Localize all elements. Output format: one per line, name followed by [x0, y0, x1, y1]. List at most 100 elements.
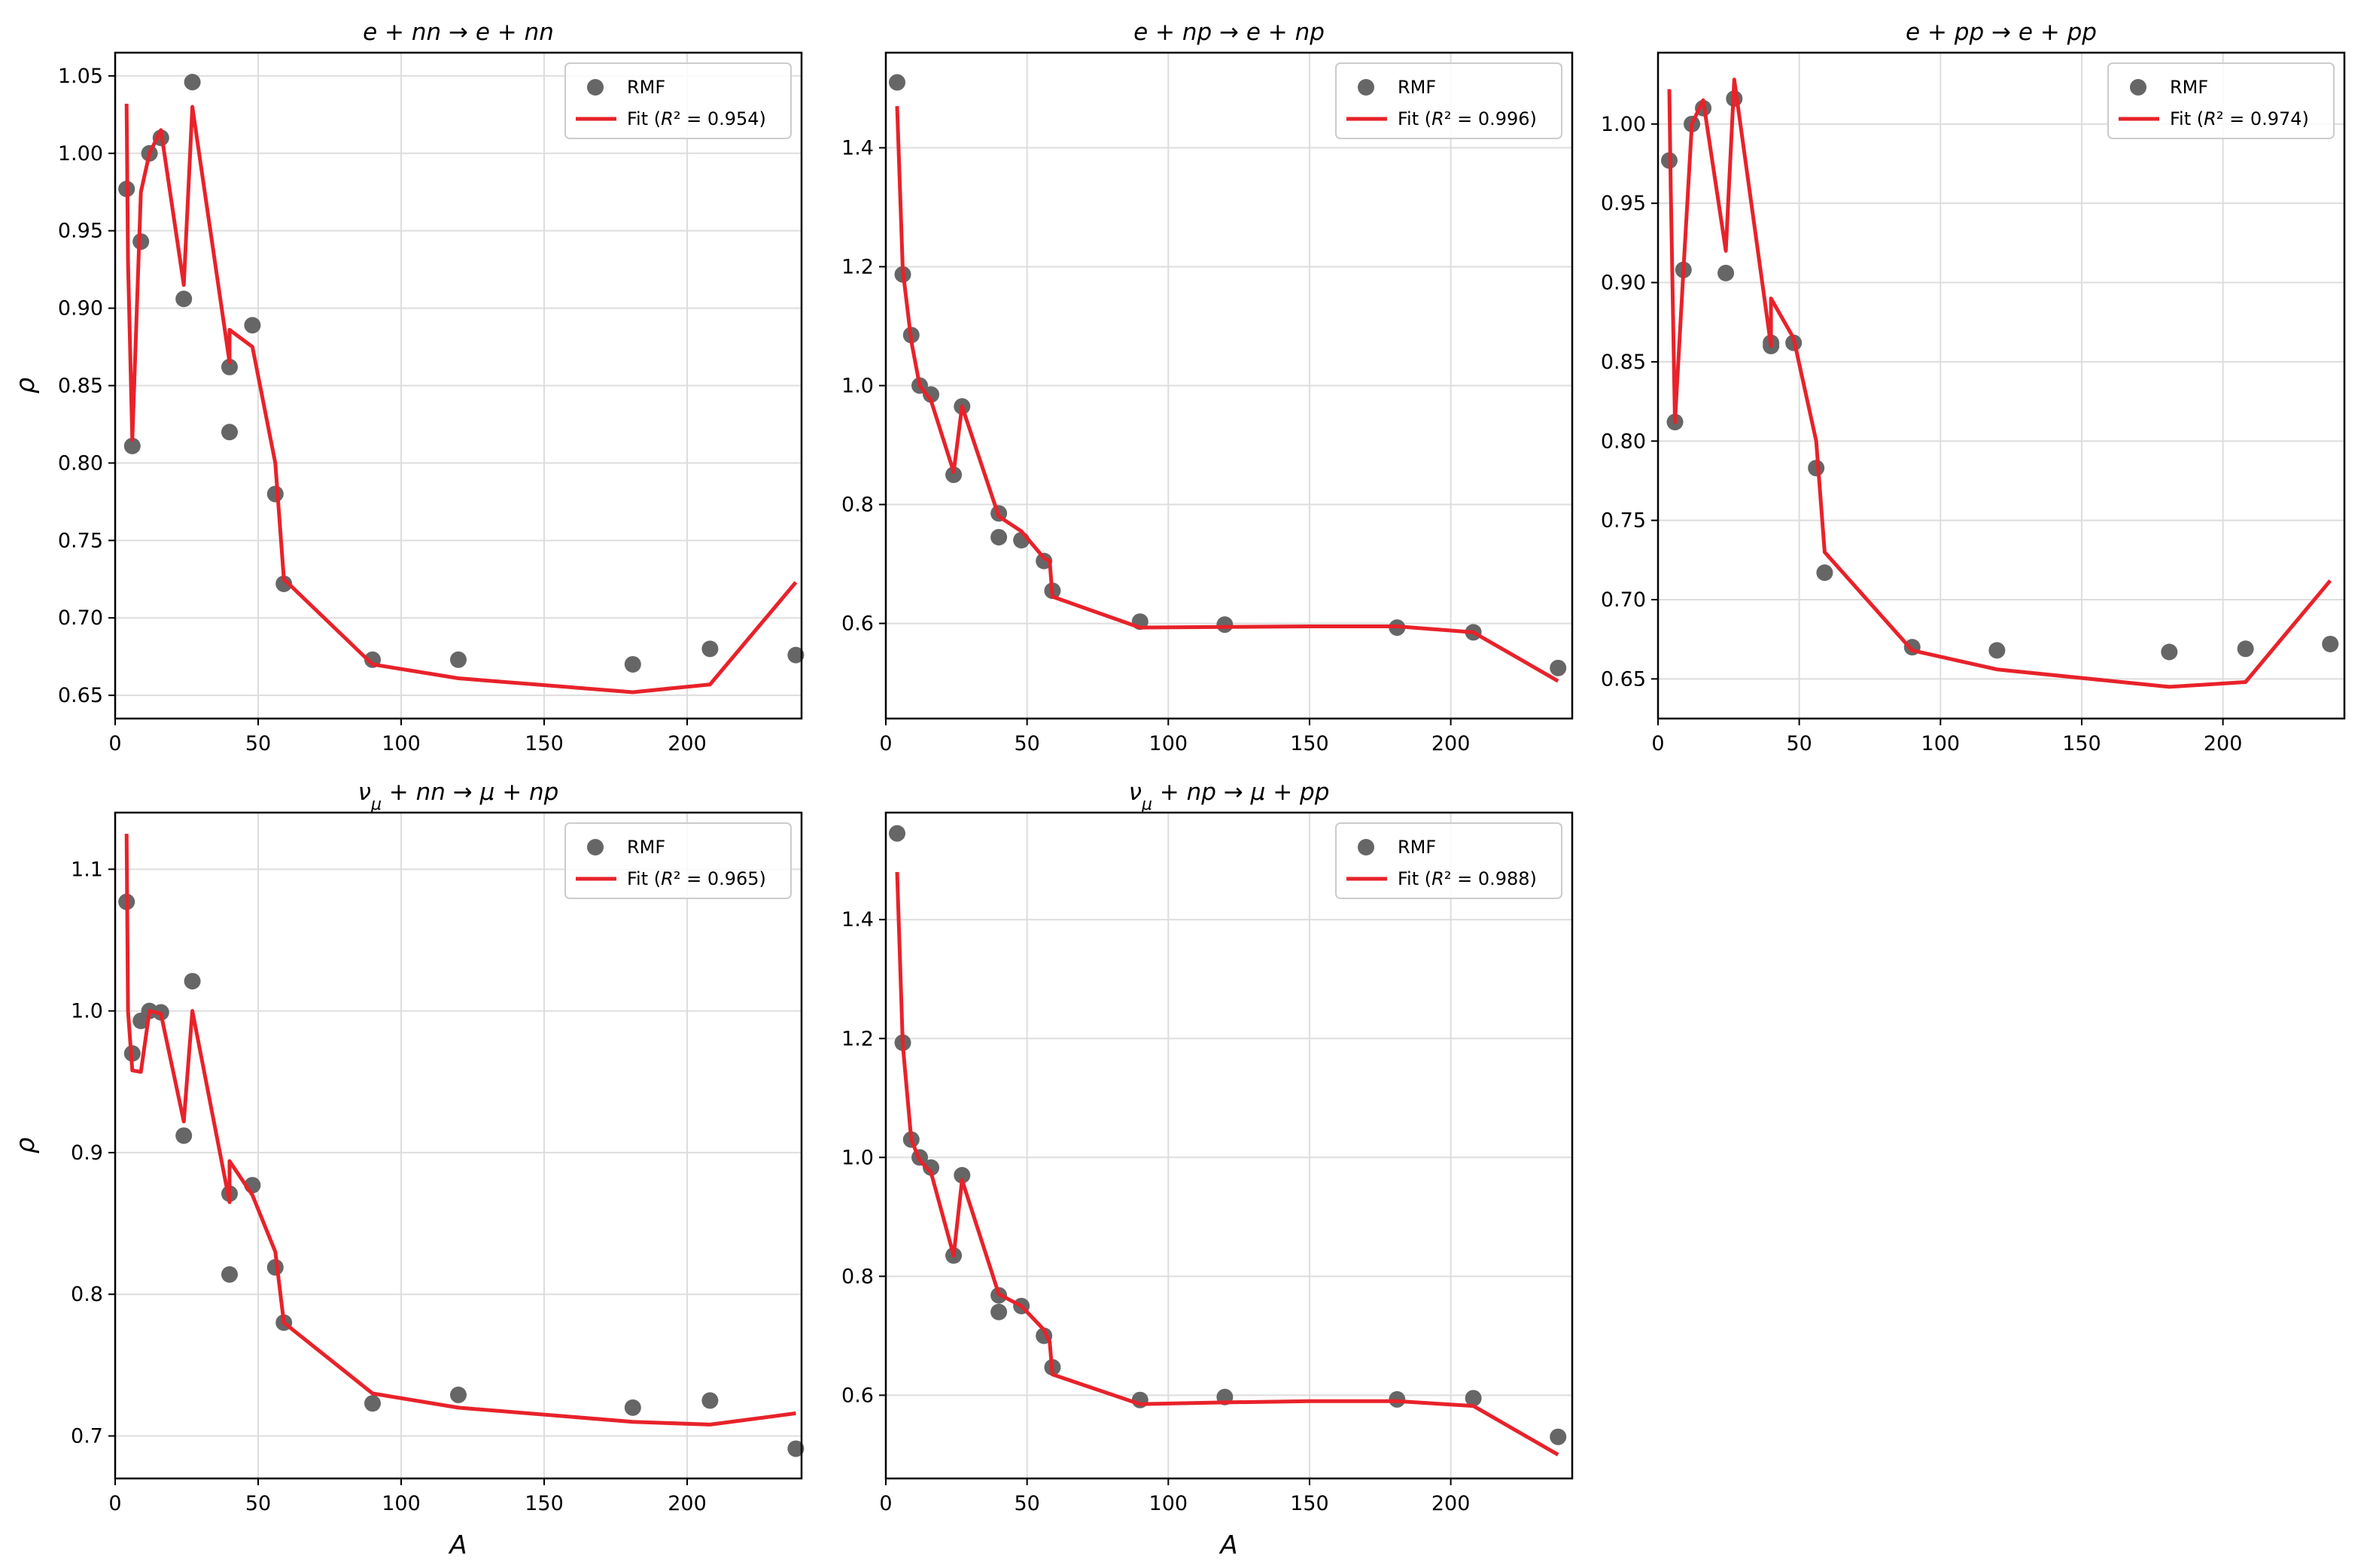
y-tick-label: 1.0 — [71, 1000, 103, 1023]
rmf-point — [945, 466, 963, 484]
rmf-point — [990, 528, 1008, 545]
y-tick-label: 0.6 — [841, 1384, 874, 1407]
legend-label-rmf: RMF — [2170, 77, 2208, 98]
fit-line — [895, 871, 1559, 1457]
rmf-point — [221, 424, 238, 441]
x-tick-label: 0 — [1651, 732, 1664, 755]
legend-box — [1335, 822, 1562, 899]
subplot-title: e + np → e + np — [1133, 19, 1325, 46]
x-tick-label: 0 — [879, 1492, 892, 1515]
y-tick-label: 0.7 — [71, 1425, 103, 1448]
rmf-point — [701, 1392, 719, 1409]
x-tick-label: 100 — [1921, 732, 1961, 755]
legend-marker-rmf — [1358, 839, 1374, 855]
x-tick-label: 100 — [382, 1492, 421, 1515]
rmf-point — [990, 1303, 1008, 1320]
axes-frame — [1657, 51, 2346, 720]
x-tick-label: 200 — [1431, 1492, 1471, 1515]
x-axis-label: A — [1218, 1530, 1237, 1560]
y-tick-label: 1.0 — [841, 1146, 874, 1169]
y-tick-label: 0.8 — [841, 494, 874, 517]
rmf-point — [275, 575, 293, 592]
legend-label-rmf: RMF — [1398, 77, 1436, 98]
subplot-title: e + nn → e + nn — [363, 19, 554, 46]
rmf-point — [450, 651, 467, 668]
x-tick-label: 50 — [245, 732, 271, 755]
x-tick-label: 150 — [525, 732, 564, 755]
y-tick-label: 0.80 — [1601, 430, 1646, 453]
y-tick-label: 1.4 — [841, 136, 874, 160]
legend-label-fit: Fit (R² = 0.988) — [1398, 868, 1537, 889]
rmf-point — [221, 1266, 238, 1283]
rmf-point — [450, 1386, 467, 1403]
subplot-title: e + pp → e + pp — [1906, 19, 2097, 46]
y-tick-label: 0.70 — [1601, 588, 1646, 612]
rmf-point — [1816, 564, 1833, 582]
legend-label-fit: Fit (R² = 0.974) — [2170, 108, 2309, 129]
y-tick-label: 0.9 — [71, 1141, 103, 1165]
x-tick-label: 50 — [1786, 732, 1812, 755]
x-tick-label: 50 — [245, 1492, 271, 1515]
rmf-point — [1717, 264, 1735, 281]
rmf-point — [2237, 640, 2254, 658]
rmf-point — [923, 386, 940, 403]
subplot-e-np: 0 50 100 150 200 0.6 0.8 1.0 1.2 1.4 e + np → e + … — [841, 19, 1574, 755]
x-tick-label: 0 — [108, 732, 121, 755]
rmf-point — [889, 74, 906, 91]
plot-area — [1658, 53, 2344, 719]
y-tick-label: 1.2 — [841, 255, 874, 278]
rmf-point — [1465, 1390, 1482, 1407]
y-tick-label: 0.70 — [58, 606, 103, 630]
y-tick-label: 0.8 — [71, 1283, 103, 1306]
legend-label-rmf: RMF — [627, 837, 665, 858]
x-tick-label: 200 — [668, 1492, 707, 1515]
y-tick-label: 1.05 — [58, 65, 103, 88]
rmf-point — [923, 1159, 940, 1176]
rmf-point — [787, 1440, 805, 1457]
y-tick-label: 1.00 — [1601, 113, 1646, 136]
legend-label-rmf: RMF — [1398, 837, 1436, 858]
y-tick-label: 0.90 — [58, 297, 103, 321]
y-axis-label: ρ — [11, 377, 41, 394]
rmf-point — [2322, 635, 2339, 652]
legend-label-rmf: RMF — [627, 77, 665, 98]
y-tick-label: 0.75 — [1601, 509, 1646, 533]
subplot-title: νμ + np → μ + pp — [1129, 779, 1330, 814]
legend-box — [564, 822, 792, 899]
x-tick-label: 50 — [1014, 732, 1039, 755]
legend-marker-rmf — [2130, 79, 2146, 96]
legend-marker-rmf — [1358, 79, 1374, 96]
subplot-e-nn: 0 50 100 150 200 0.65 0.70 0.75 0.80 0.85 0.90 0.95… — [11, 19, 805, 755]
legend-label-fit: Fit (R² = 0.996) — [1398, 108, 1537, 129]
y-tick-label: 0.8 — [841, 1265, 874, 1288]
y-tick-label: 0.65 — [58, 684, 103, 707]
y-tick-label: 0.95 — [1601, 192, 1646, 215]
rmf-point — [244, 317, 261, 334]
x-tick-label: 150 — [2062, 732, 2101, 755]
axes-frame — [114, 811, 803, 1480]
x-tick-label: 0 — [879, 732, 892, 755]
rmf-point — [123, 437, 141, 454]
rmf-point — [624, 655, 641, 673]
rmf-point — [2161, 643, 2178, 661]
y-tick-label: 0.85 — [58, 375, 103, 398]
rmf-point — [1550, 659, 1567, 676]
y-tick-label: 1.4 — [841, 908, 874, 931]
rmf-point — [175, 290, 193, 308]
legend-label-fit: Fit (R² = 0.965) — [627, 868, 766, 889]
y-tick-label: 0.6 — [841, 612, 874, 636]
subplot-numu-np: 0 50 100 150 200 0.6 0.8 1.0 1.2 1.4 νμ + np → μ +… — [841, 779, 1574, 1560]
y-tick-label: 1.2 — [841, 1027, 874, 1050]
subplot-title: νμ + nn → μ + np — [358, 779, 559, 814]
x-tick-label: 200 — [2204, 732, 2243, 755]
rmf-point — [954, 1167, 971, 1184]
fit-line — [1667, 77, 2332, 689]
rmf-point — [1216, 616, 1234, 634]
y-tick-label: 0.90 — [1601, 272, 1646, 295]
legend-box — [1335, 62, 1562, 139]
x-axis-label: A — [448, 1530, 467, 1560]
x-tick-label: 150 — [1290, 732, 1329, 755]
x-tick-label: 200 — [1431, 732, 1471, 755]
y-tick-label: 1.00 — [58, 142, 103, 166]
y-tick-label: 0.75 — [58, 529, 103, 552]
